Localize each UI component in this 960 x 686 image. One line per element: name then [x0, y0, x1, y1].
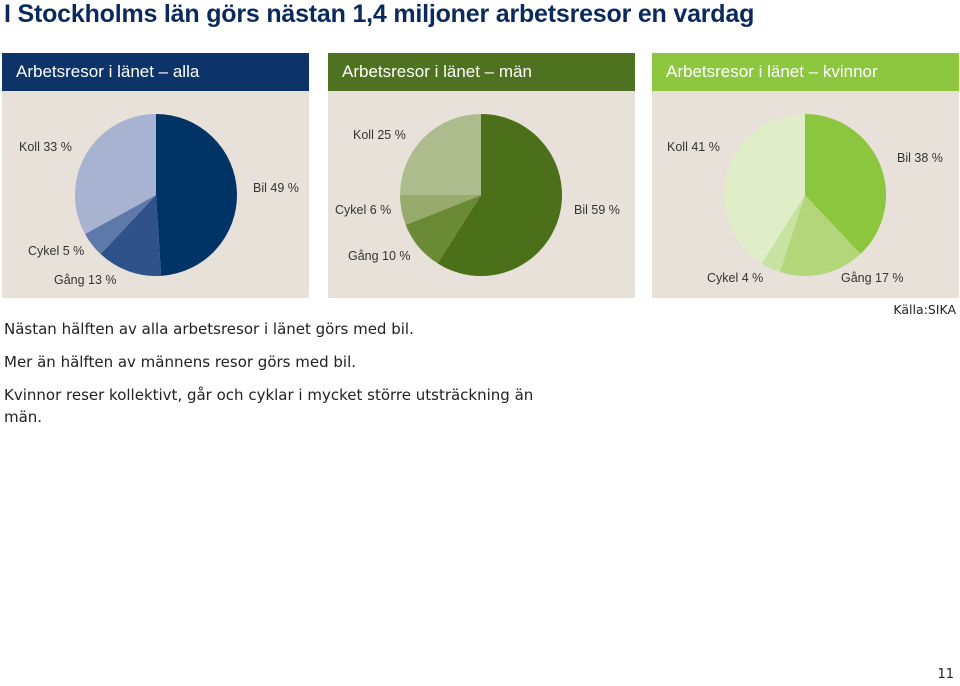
- slice-label-gang: Gång 10 %: [348, 249, 411, 263]
- slice-label-cykel: Cykel 4 %: [707, 271, 764, 285]
- summary-line-3: Kvinnor reser kollektivt, går och cyklar…: [4, 386, 534, 426]
- pie-slice-bil: [805, 114, 887, 255]
- slice-label-bil: Bil 49 %: [253, 181, 299, 195]
- slice-label-koll: Koll 33 %: [19, 140, 72, 154]
- pie-slice-gang: [779, 195, 861, 277]
- pie-slice-cykel: [761, 195, 805, 273]
- pie-slice-bil: [437, 114, 563, 276]
- summary-line-2: Mer än hälften av männens resor görs med…: [4, 353, 357, 371]
- pie-slice-bil: [156, 114, 238, 276]
- slice-label-gang: Gång 13 %: [54, 273, 117, 287]
- slice-label-koll: Koll 25 %: [353, 128, 406, 142]
- pie-panel-man: Arbetsresor i länet – män Koll 25 % Cyke…: [328, 53, 635, 298]
- pie-slice-koll: [400, 114, 481, 195]
- slice-label-koll: Koll 41 %: [667, 140, 720, 154]
- pie-chart-alla: [75, 114, 238, 277]
- pie-slice-koll: [75, 114, 156, 235]
- slice-label-bil: Bil 59 %: [574, 203, 620, 217]
- slice-label-bil: Bil 38 %: [897, 151, 943, 165]
- pie-panel-kvinnor: Arbetsresor i länet – kvinnor Koll 41 % …: [652, 53, 959, 298]
- pie-slice-cykel: [400, 195, 481, 225]
- pie-chart-kvinnor: [724, 114, 887, 277]
- page-number: 11: [937, 667, 954, 682]
- pie-header-alla: Arbetsresor i länet – alla: [2, 53, 309, 91]
- source-label: Källa:SIKA: [893, 302, 956, 317]
- slice-label-cykel: Cykel 5 %: [28, 244, 85, 258]
- page-title: I Stockholms län görs nästan 1,4 miljone…: [4, 0, 755, 28]
- pie-header-kvinnor: Arbetsresor i länet – kvinnor: [652, 53, 959, 91]
- pie-slice-gang: [405, 195, 481, 264]
- pie-slice-koll: [724, 114, 805, 264]
- pie-slice-cykel: [85, 195, 156, 255]
- slice-label-cykel: Cykel 6 %: [335, 203, 392, 217]
- slice-label-gang: Gång 17 %: [841, 271, 904, 285]
- pie-slice-gang: [100, 195, 162, 277]
- summary-line-1: Nästan hälften av alla arbetsresor i län…: [4, 320, 414, 338]
- pie-chart-man: [400, 114, 563, 276]
- pie-header-man: Arbetsresor i länet – män: [328, 53, 635, 91]
- pie-panel-alla: Arbetsresor i länet – alla Koll 33 % Bil…: [2, 53, 309, 298]
